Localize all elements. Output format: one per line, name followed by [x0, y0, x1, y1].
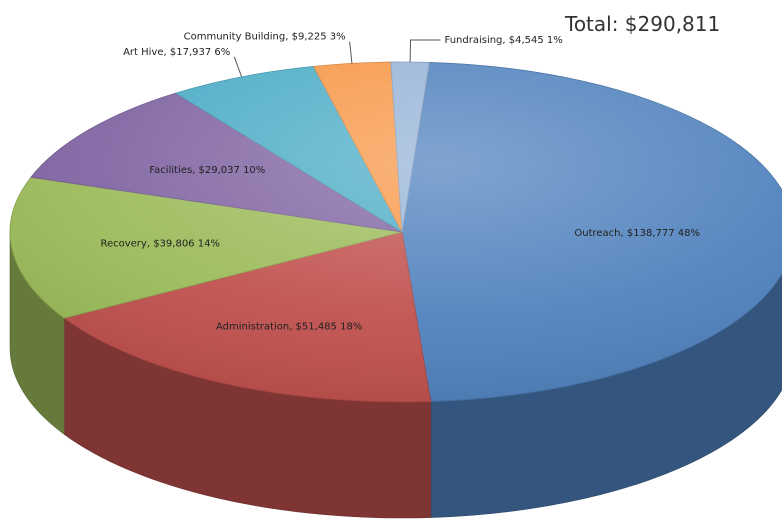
- data-label-administration: Administration, $51,485 18%: [216, 321, 362, 332]
- data-label-outreach: Outreach, $138,777 48%: [574, 228, 700, 239]
- data-label-community-building: Community Building, $9,225 3%: [184, 32, 346, 43]
- total-label: Total: $290,811: [565, 12, 720, 36]
- data-label-art-hive: Art Hive, $17,937 6%: [123, 47, 230, 58]
- leader-line-fundraising: [410, 40, 440, 62]
- leader-line-art-hive: [234, 57, 241, 77]
- data-label-recovery: Recovery, $39,806 14%: [100, 239, 219, 250]
- data-label-fundraising: Fundraising, $4,545 1%: [444, 35, 562, 46]
- leader-line-community-building: [350, 42, 352, 64]
- data-label-facilities: Facilities, $29,037 10%: [149, 165, 265, 176]
